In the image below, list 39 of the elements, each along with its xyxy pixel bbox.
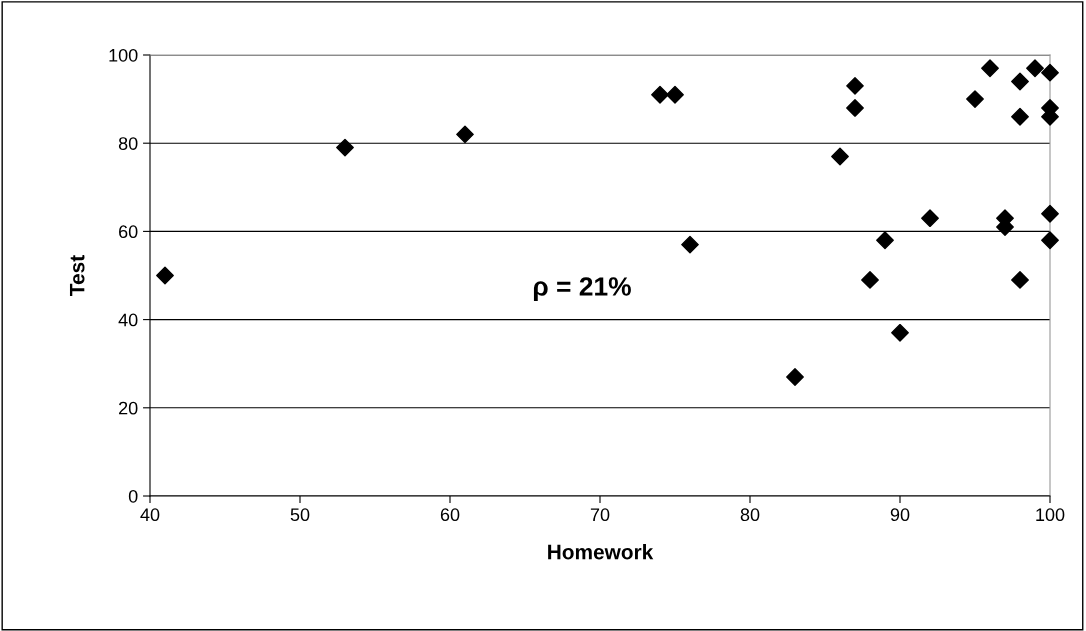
x-tick-label: 60 <box>440 508 460 522</box>
x-tick-label: 80 <box>740 508 760 522</box>
point <box>1011 270 1029 289</box>
point <box>846 76 864 95</box>
point <box>1041 231 1059 250</box>
x-tick-label: 40 <box>140 508 160 522</box>
y-tick-label: 20 <box>119 401 138 415</box>
y-tick-label: 60 <box>119 225 138 239</box>
point <box>681 235 699 254</box>
point <box>891 323 909 342</box>
x-tick-label: 50 <box>290 508 310 522</box>
x-tick-label: 70 <box>590 508 610 522</box>
point <box>981 59 999 78</box>
annotation: ρ = 21% <box>533 277 631 302</box>
x-tick-label: 100 <box>1036 508 1065 522</box>
point <box>666 85 684 104</box>
point <box>1041 63 1059 82</box>
point <box>921 209 939 228</box>
y-axis-title: Test <box>69 255 85 296</box>
x-tick-label: 90 <box>890 508 910 522</box>
point <box>336 138 354 157</box>
point <box>876 231 894 250</box>
point <box>1041 204 1059 223</box>
point <box>1011 72 1029 91</box>
y-tick-label: 0 <box>128 489 138 503</box>
point <box>846 99 864 117</box>
point <box>651 85 669 104</box>
point <box>786 368 804 386</box>
point <box>861 270 879 289</box>
y-tick-label: 100 <box>109 48 138 62</box>
point <box>831 147 849 166</box>
x-axis-title: Homework <box>548 544 654 560</box>
point <box>1011 107 1029 126</box>
y-tick-label: 40 <box>118 313 138 327</box>
point <box>456 125 474 144</box>
point <box>1026 59 1044 78</box>
point <box>156 266 174 285</box>
y-tick-label: 80 <box>118 137 138 150</box>
point <box>966 90 984 109</box>
